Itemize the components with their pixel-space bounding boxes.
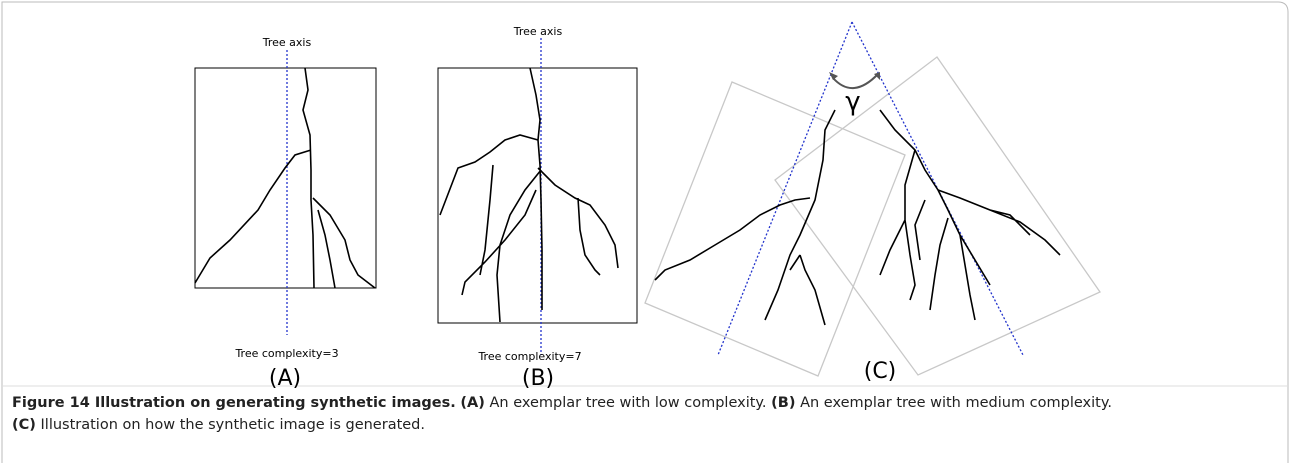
- panel-letter: (C): [864, 359, 897, 384]
- caption-text: An exemplar tree with low complexity.: [484, 395, 772, 411]
- panel-b-frame: [437, 67, 638, 324]
- axis-label: Tree axis: [513, 25, 563, 38]
- angle-label: γ: [845, 87, 860, 117]
- panel-c-right-frame: [774, 56, 1101, 376]
- left-boundary: [717, 21, 853, 356]
- angle-arc: [832, 73, 879, 89]
- caption-text: An exemplar tree with medium complexity.: [795, 395, 1112, 411]
- axis-label: Tree axis: [262, 36, 312, 49]
- panel-a-frame: [194, 67, 377, 289]
- panel-letter: (B): [522, 366, 554, 391]
- tree-b: [439, 67, 619, 323]
- caption-label: (C): [12, 417, 36, 433]
- panel-letter: (A): [269, 366, 301, 391]
- panel-c-left-frame: [644, 81, 906, 377]
- tree-c-left: [654, 109, 836, 326]
- caption-title: Figure 14 Illustration on generating syn…: [12, 395, 456, 411]
- caption-label: (A): [460, 395, 485, 411]
- caption: Figure 14 Illustration on generating syn…: [12, 392, 1132, 436]
- caption-text: Illustration on how the synthetic image …: [35, 417, 426, 433]
- complexity-label: Tree complexity=3: [234, 347, 338, 360]
- tree-c-right: [879, 109, 1061, 321]
- tree-a: [194, 67, 376, 289]
- caption-label: (B): [771, 395, 796, 411]
- complexity-label: Tree complexity=7: [477, 350, 581, 363]
